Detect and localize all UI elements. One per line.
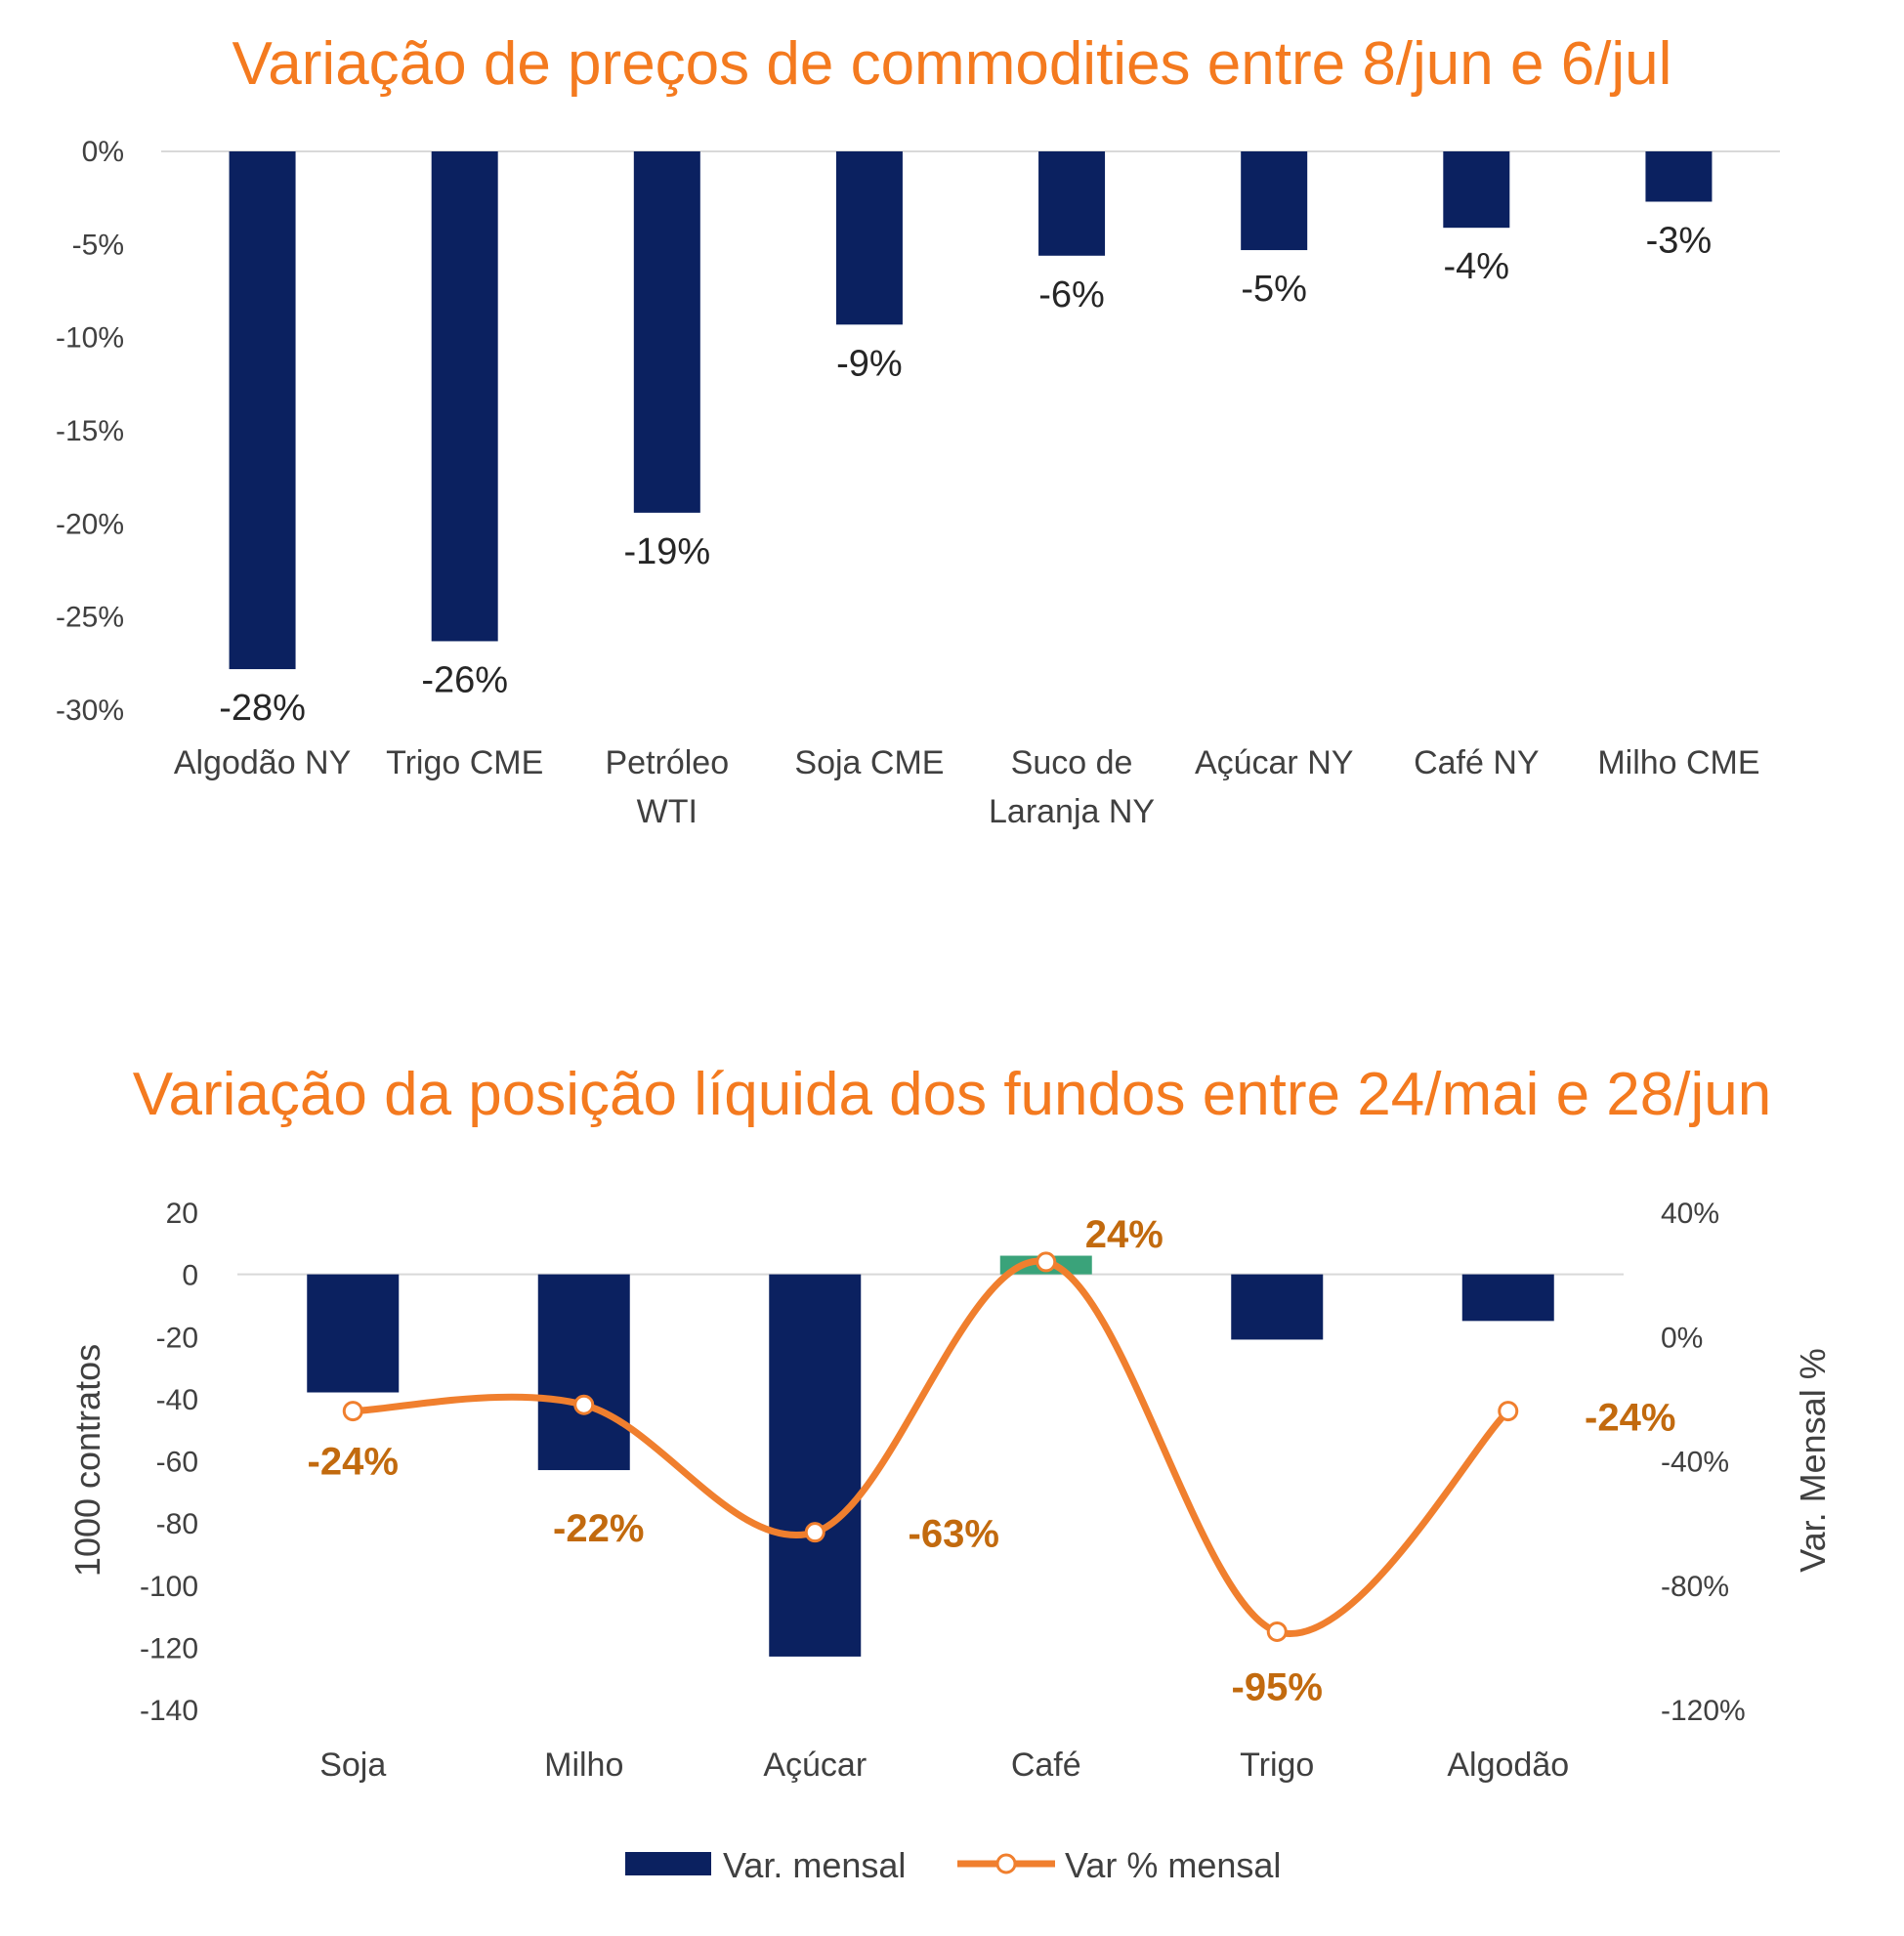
category-label: Milho	[544, 1747, 623, 1784]
bar	[1038, 151, 1106, 256]
data-label: -5%	[1241, 269, 1307, 310]
category-label: Algodão NY	[174, 744, 351, 781]
category-label: Açúcar	[763, 1747, 867, 1784]
legend-marker	[995, 1853, 1017, 1874]
bar	[431, 151, 498, 642]
chart-2-title: Variação da posição líquida dos fundos e…	[132, 1061, 1772, 1128]
data-label: -28%	[219, 688, 306, 729]
y-tick-label: -60	[156, 1447, 198, 1479]
commodity-price-chart: 0% -5% -10% -15% -20% -25% -30% -28% Algodão NY -…	[56, 136, 1780, 830]
y2-tick-label: 40%	[1661, 1198, 1719, 1230]
y-tick-label: -5%	[72, 229, 124, 261]
category-label: Soja	[319, 1747, 386, 1784]
y-tick-label: -80	[156, 1508, 198, 1540]
category-label: Trigo CME	[386, 744, 543, 781]
y-tick-label: -100	[140, 1571, 198, 1603]
data-label: -4%	[1444, 246, 1510, 287]
bar	[537, 1274, 630, 1471]
y-tick-label: -10%	[56, 322, 124, 355]
y-tick-label: -120	[140, 1632, 198, 1664]
y-tick-label: 0	[182, 1260, 198, 1292]
data-label: -26%	[421, 659, 508, 700]
category-label: Suco de	[1011, 744, 1133, 781]
bar	[1443, 151, 1510, 229]
chart-1-title: Variação de preços de commodities entre …	[232, 30, 1672, 98]
bar	[1231, 1274, 1324, 1340]
y-tick-label: -30%	[56, 694, 124, 727]
y-tick-label: -25%	[56, 602, 124, 634]
legend-swatch-bar	[625, 1852, 711, 1875]
data-label: -6%	[1038, 274, 1105, 316]
category-label: Açúcar NY	[1195, 744, 1354, 781]
data-label: -3%	[1646, 220, 1713, 261]
y2-tick-label: 0%	[1661, 1322, 1703, 1354]
legend-label: Var % mensal	[1065, 1845, 1281, 1885]
line-point	[1498, 1401, 1519, 1422]
line-point	[573, 1394, 595, 1415]
category-label: Trigo	[1240, 1747, 1314, 1784]
line-point	[804, 1522, 825, 1543]
line-data-label: 24%	[1085, 1213, 1164, 1256]
y-tick-label: -20	[156, 1322, 198, 1354]
y-axis-title: 1000 contratos	[67, 1344, 107, 1577]
category-label: Laranja NY	[989, 793, 1155, 830]
category-label: Milho CME	[1597, 744, 1759, 781]
line-data-label: -63%	[909, 1513, 999, 1556]
bar	[835, 151, 903, 325]
bar	[229, 151, 296, 670]
y-tick-label: -140	[140, 1695, 198, 1727]
category-label: Algodão	[1447, 1747, 1569, 1784]
line-data-label: -22%	[553, 1507, 644, 1550]
bar	[1241, 151, 1308, 251]
line-point	[342, 1401, 363, 1422]
bar	[769, 1274, 862, 1657]
y2-axis-title: Var. Mensal %	[1793, 1348, 1833, 1572]
legend-label: Var. mensal	[723, 1845, 906, 1885]
y2-tick-label: -120%	[1661, 1695, 1746, 1727]
category-label: WTI	[637, 793, 698, 830]
line-data-label: -24%	[1585, 1397, 1675, 1440]
bar	[1461, 1274, 1554, 1322]
data-label: -9%	[836, 343, 903, 384]
bar	[1645, 151, 1713, 202]
line-point	[1266, 1620, 1288, 1642]
y2-tick-label: -80%	[1661, 1571, 1729, 1603]
category-label: Soja CME	[794, 744, 944, 781]
category-label: Café	[1011, 1747, 1081, 1784]
category-label: Petróleo	[605, 744, 729, 781]
line-data-label: -95%	[1232, 1665, 1323, 1708]
y2-tick-label: -40%	[1661, 1447, 1729, 1479]
line-data-label: -24%	[308, 1441, 399, 1484]
data-label: -19%	[623, 531, 710, 572]
category-label: Café NY	[1414, 744, 1540, 781]
y-tick-label: -40	[156, 1384, 198, 1416]
bar	[307, 1274, 400, 1393]
series-line	[349, 1257, 1512, 1638]
bar	[633, 151, 700, 513]
y-tick-label: 0%	[82, 136, 124, 168]
y-tick-label: -15%	[56, 415, 124, 447]
y-tick-label: -20%	[56, 508, 124, 540]
y-tick-label: 20	[166, 1198, 198, 1230]
line-point	[1036, 1251, 1057, 1273]
